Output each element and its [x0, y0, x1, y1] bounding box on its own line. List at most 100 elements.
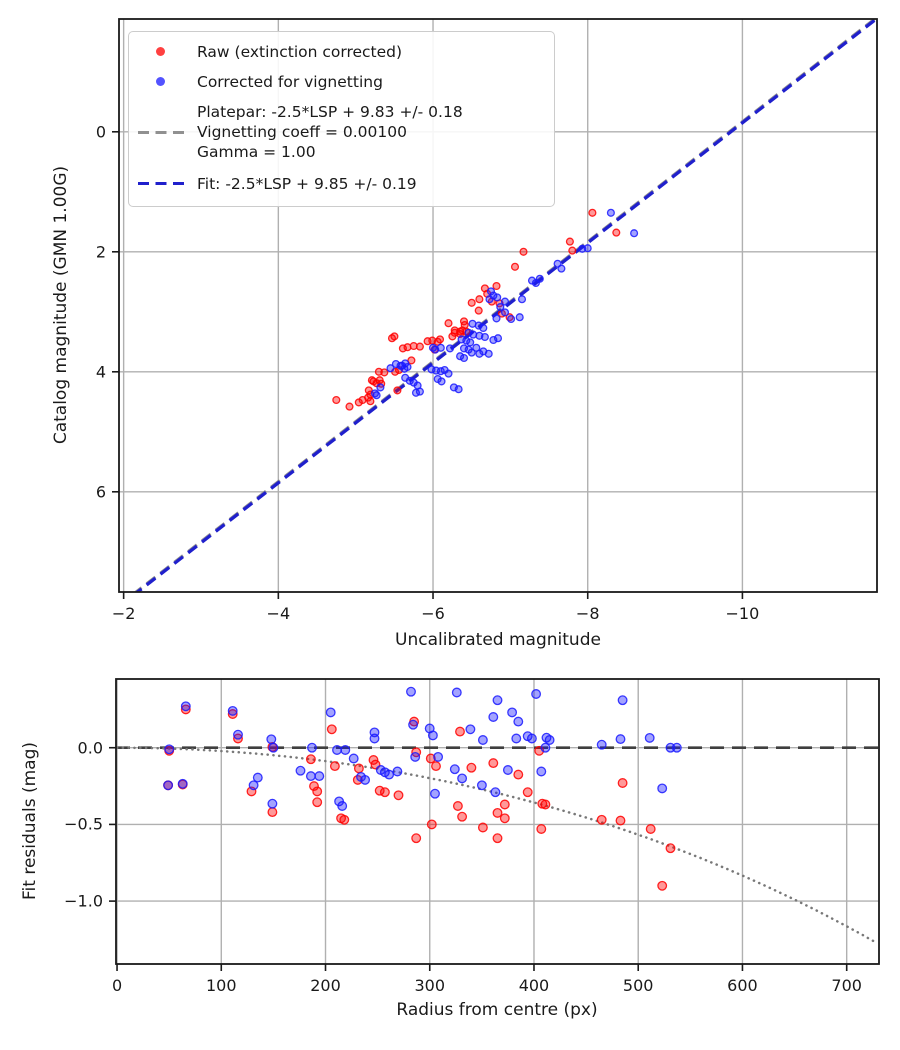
scatter-point	[612, 228, 621, 237]
legend-marker-raw-dot-icon	[156, 47, 165, 56]
scatter-point	[459, 317, 469, 326]
scatter-point	[430, 788, 440, 799]
scatter-point	[492, 314, 501, 323]
scatter-point	[479, 323, 488, 333]
scatter-point	[617, 695, 628, 706]
scatter-point	[390, 332, 399, 341]
scatter-point	[380, 368, 389, 377]
scatter-point	[375, 376, 384, 385]
top-xaxis-label: Uncalibrated magnitude	[395, 630, 601, 650]
scatter-point	[405, 376, 414, 385]
scatter-point	[379, 787, 390, 798]
scatter-series	[163, 686, 682, 811]
top-yaxis-label: Catalog magnitude (GMN 1.00G)	[51, 165, 71, 445]
scatter-point	[467, 298, 476, 307]
scatter-point	[459, 353, 469, 363]
x-tick-label: 700	[831, 976, 862, 995]
scatter-point	[645, 824, 656, 834]
scatter-point	[615, 734, 626, 745]
scatter-point	[367, 376, 376, 385]
scatter-point	[332, 745, 342, 755]
scatter-point	[340, 745, 351, 755]
scatter-point	[408, 719, 419, 730]
legend-label-platepar-line2: Vignetting coeff = 0.00100	[197, 123, 407, 141]
bottom-xaxis-label: Radius from centre (px)	[396, 1000, 598, 1020]
legend-marker-fit-dash-icon	[138, 182, 185, 186]
y-tick-label: −0.5	[64, 814, 103, 834]
scatter-point	[476, 780, 487, 791]
scatter-point	[488, 712, 499, 722]
scatter-point	[511, 733, 522, 744]
scatter-point	[526, 733, 537, 744]
scatter-point	[411, 388, 421, 397]
scatter-point	[490, 787, 501, 798]
plot-spines	[118, 18, 878, 593]
scatter-point	[252, 772, 263, 783]
scatter-point	[386, 364, 395, 373]
scatter-point	[426, 819, 437, 830]
scatter-point	[496, 302, 505, 312]
scatter-point	[393, 790, 404, 801]
scatter-point	[583, 244, 592, 253]
scatter-point	[565, 237, 574, 246]
scatter-point	[522, 787, 533, 798]
scatter-point	[164, 744, 175, 755]
scatter-point	[606, 208, 615, 217]
scatter-point	[314, 771, 325, 782]
y-tick-label: 6	[95, 482, 106, 502]
scatter-point	[499, 799, 510, 810]
scatter-point	[445, 344, 455, 353]
scatter-point	[449, 764, 460, 775]
scatter-point	[466, 338, 475, 347]
scatter-point	[488, 758, 499, 769]
scatter-point	[536, 824, 547, 834]
scatter-point	[540, 742, 551, 753]
x-tick-label: −10	[725, 604, 760, 623]
scatter-point	[428, 336, 437, 345]
scatter-point	[369, 733, 380, 744]
legend-label-raw: Raw (extinction corrected)	[197, 43, 403, 61]
scatter-point	[431, 761, 441, 772]
scatter-point	[507, 314, 516, 324]
scatter-point	[337, 801, 348, 811]
scatter-point	[477, 735, 488, 745]
scatter-point	[492, 807, 503, 818]
scatter-point	[180, 701, 191, 712]
scatter-point	[444, 319, 453, 328]
scatter-point	[492, 833, 503, 844]
scatter-point	[411, 833, 422, 844]
legend-label-fit: Fit: -2.5*LSP + 9.85 +/- 0.19	[197, 175, 417, 193]
scatter-point	[657, 880, 668, 891]
scatter-point	[329, 761, 340, 772]
scatter-point	[644, 732, 655, 743]
scatter-point	[477, 822, 488, 833]
scatter-point	[568, 246, 577, 255]
y-tick-label: 0.0	[77, 738, 103, 758]
scatter-point	[500, 297, 510, 306]
x-tick-label: 400	[518, 976, 550, 995]
scatter-point	[486, 287, 496, 296]
scatter-point	[457, 773, 468, 784]
scatter-point	[540, 799, 551, 810]
scatter-point	[510, 262, 520, 271]
scatter-point	[474, 306, 483, 315]
scatter-point	[484, 349, 493, 358]
scatter-point	[535, 274, 544, 283]
scatter-point	[393, 386, 402, 395]
legend-label-platepar-line1: Platepar: -2.5*LSP + 9.83 +/- 0.18	[197, 103, 463, 121]
scatter-point	[499, 813, 510, 824]
scatter-point	[492, 281, 501, 291]
scatter-point	[406, 686, 416, 697]
scatter-point	[267, 798, 278, 809]
scatter-point	[353, 763, 364, 774]
legend-box: Raw (extinction corrected) Corrected for…	[128, 31, 555, 207]
scatter-point	[268, 742, 279, 753]
scatter-point	[455, 726, 465, 737]
legend-label-platepar-line3: Gamma = 1.00	[197, 143, 316, 161]
scatter-point	[536, 766, 547, 777]
scatter-point	[596, 814, 607, 825]
scatter-point	[305, 771, 316, 782]
scatter-point	[493, 334, 503, 343]
scatter-point	[467, 348, 476, 357]
scatter-point	[372, 391, 381, 400]
